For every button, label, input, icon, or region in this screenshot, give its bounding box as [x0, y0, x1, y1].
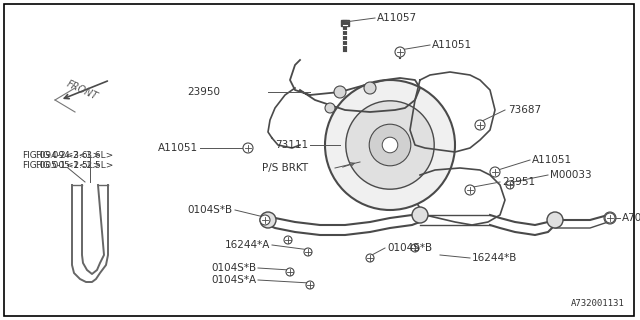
Text: 73111: 73111 — [275, 140, 308, 150]
Bar — [341, 20, 349, 26]
Text: FIG.005-1<2.5L>: FIG.005-1<2.5L> — [35, 161, 113, 170]
Circle shape — [395, 47, 405, 57]
Text: 23950: 23950 — [187, 87, 220, 97]
Text: A11051: A11051 — [158, 143, 198, 153]
Circle shape — [260, 212, 276, 228]
Text: A11057: A11057 — [377, 13, 417, 23]
Text: A732001131: A732001131 — [572, 299, 625, 308]
Circle shape — [412, 207, 428, 223]
Text: A11051: A11051 — [532, 155, 572, 165]
Text: 0104S*B: 0104S*B — [211, 263, 256, 273]
Text: FIG.005-1<2.5L>: FIG.005-1<2.5L> — [22, 161, 100, 170]
Text: 73687: 73687 — [508, 105, 541, 115]
Circle shape — [604, 212, 616, 224]
Circle shape — [306, 281, 314, 289]
Circle shape — [475, 120, 485, 130]
Text: 0104S*B: 0104S*B — [387, 243, 432, 253]
Circle shape — [369, 124, 411, 166]
Circle shape — [325, 103, 335, 113]
Text: 0104S*B: 0104S*B — [188, 205, 233, 215]
Circle shape — [346, 101, 434, 189]
Circle shape — [325, 80, 455, 210]
Text: FIG.094-2<3.6L>: FIG.094-2<3.6L> — [35, 150, 113, 159]
Circle shape — [366, 254, 374, 262]
Text: 0104S*A: 0104S*A — [211, 275, 256, 285]
Circle shape — [605, 213, 615, 223]
Circle shape — [506, 181, 514, 189]
Circle shape — [490, 167, 500, 177]
Text: 23951: 23951 — [502, 177, 535, 187]
Circle shape — [334, 86, 346, 98]
Circle shape — [243, 143, 253, 153]
Text: 16244*A: 16244*A — [225, 240, 270, 250]
Circle shape — [364, 82, 376, 94]
Text: 16244*B: 16244*B — [472, 253, 517, 263]
Circle shape — [411, 244, 419, 252]
Circle shape — [465, 185, 475, 195]
Circle shape — [284, 236, 292, 244]
Circle shape — [260, 215, 270, 225]
Text: FRONT: FRONT — [65, 78, 99, 101]
Circle shape — [304, 248, 312, 256]
Circle shape — [382, 137, 398, 153]
Circle shape — [286, 268, 294, 276]
Text: P/S BRKT: P/S BRKT — [262, 163, 308, 173]
Text: A70884: A70884 — [622, 213, 640, 223]
Text: A11051: A11051 — [432, 40, 472, 50]
Text: M00033: M00033 — [550, 170, 591, 180]
Circle shape — [547, 212, 563, 228]
Text: FIG.094-2<3.6L>: FIG.094-2<3.6L> — [22, 150, 100, 159]
